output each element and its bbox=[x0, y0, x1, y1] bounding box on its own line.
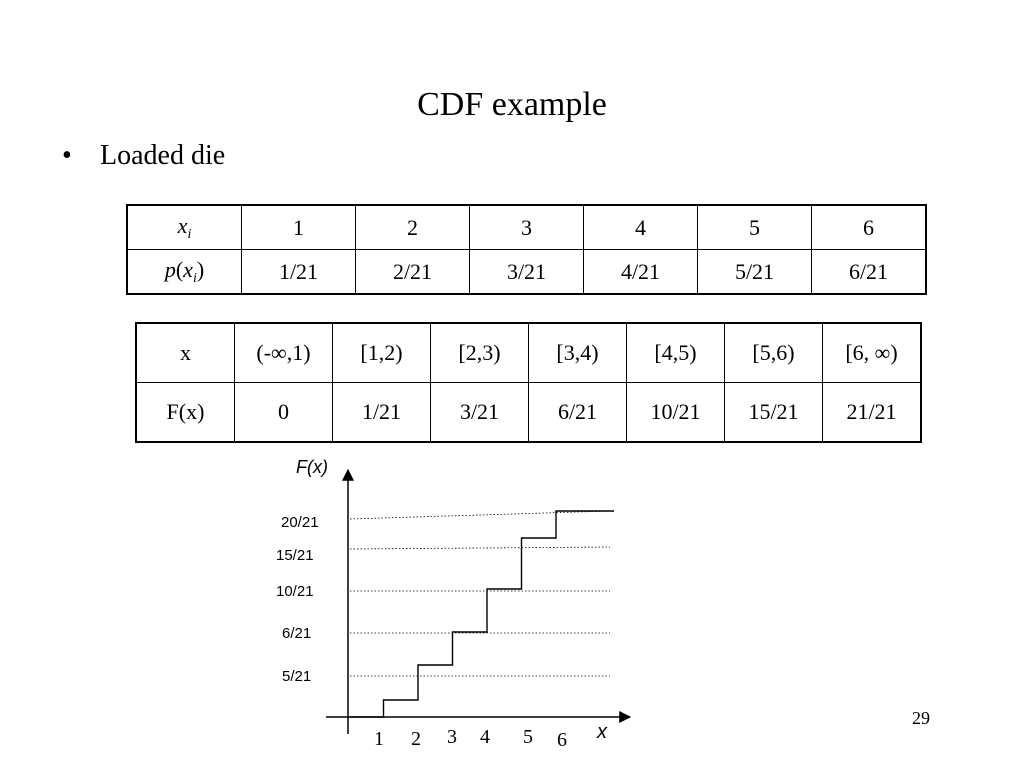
table-cell: 5/21 bbox=[697, 249, 812, 295]
x-tick-label: 5 bbox=[523, 726, 533, 748]
table-cell: (-∞,1) bbox=[234, 322, 333, 383]
table-cell: 6/21 bbox=[811, 249, 927, 295]
table-row: p(xi) 1/21 2/21 3/21 4/21 5/21 6/21 bbox=[126, 249, 927, 295]
y-tick-label: 10/21 bbox=[276, 583, 314, 600]
x-tick-label: 6 bbox=[557, 729, 567, 751]
y-tick-label: 6/21 bbox=[282, 625, 311, 642]
table-cell: [2,3) bbox=[430, 322, 529, 383]
table-cell: 0 bbox=[234, 382, 333, 443]
y-tick-label: 15/21 bbox=[276, 547, 314, 564]
x-axis-title: x bbox=[596, 721, 608, 743]
table-cell: [1,2) bbox=[332, 322, 431, 383]
x-tick-label: 2 bbox=[411, 728, 421, 750]
table-cell: 2/21 bbox=[355, 249, 470, 295]
table-cell: 10/21 bbox=[626, 382, 725, 443]
x-tick-label: 4 bbox=[480, 726, 490, 748]
page-number: 29 bbox=[912, 708, 930, 728]
table-row: F(x) 0 1/21 3/21 6/21 10/21 15/21 21/21 bbox=[135, 382, 922, 443]
y-tick-labels: 5/21 6/21 10/21 15/21 20/21 bbox=[276, 514, 319, 685]
table-cell: [4,5) bbox=[626, 322, 725, 383]
y-axis-title: F(x) bbox=[296, 457, 328, 477]
grid-line bbox=[349, 546, 611, 550]
bullet-icon: • bbox=[62, 140, 72, 171]
table-header-cell: xi bbox=[126, 204, 242, 250]
cdf-step-line bbox=[350, 510, 614, 718]
table-cell: 6/21 bbox=[528, 382, 627, 443]
table-cell: 4/21 bbox=[583, 249, 698, 295]
table-cell: 3/21 bbox=[469, 249, 584, 295]
slide-title: CDF example bbox=[417, 86, 607, 123]
table-cell: 6 bbox=[811, 204, 927, 250]
table-cell: [6, ∞) bbox=[822, 322, 922, 383]
x-tick-label: 1 bbox=[374, 728, 384, 750]
bullet-text: Loaded die bbox=[100, 140, 226, 171]
table-cell: 3/21 bbox=[430, 382, 529, 443]
bullet-item: • Loaded die bbox=[62, 140, 225, 172]
cdf-table: x (-∞,1) [1,2) [2,3) [3,4) [4,5) [5,6) [… bbox=[135, 322, 922, 443]
table-cell: 21/21 bbox=[822, 382, 922, 443]
table-header-cell: x bbox=[135, 322, 235, 383]
x-tick-labels: 1 2 3 4 5 6 bbox=[374, 726, 567, 751]
x-tick-label: 3 bbox=[447, 726, 457, 748]
table-header-cell: p(xi) bbox=[126, 249, 242, 295]
table-cell: 1/21 bbox=[241, 249, 356, 295]
table-cell: 1/21 bbox=[332, 382, 431, 443]
chart-grid bbox=[349, 510, 611, 677]
grid-line bbox=[349, 510, 611, 520]
pmf-table: xi 1 2 3 4 5 6 p(xi) 1/21 2/21 3/21 4/21… bbox=[126, 204, 927, 295]
table-cell: 15/21 bbox=[724, 382, 823, 443]
y-tick-label: 5/21 bbox=[282, 668, 311, 685]
table-cell: [5,6) bbox=[724, 322, 823, 383]
y-tick-label: 20/21 bbox=[281, 514, 319, 531]
table-cell: 4 bbox=[583, 204, 698, 250]
